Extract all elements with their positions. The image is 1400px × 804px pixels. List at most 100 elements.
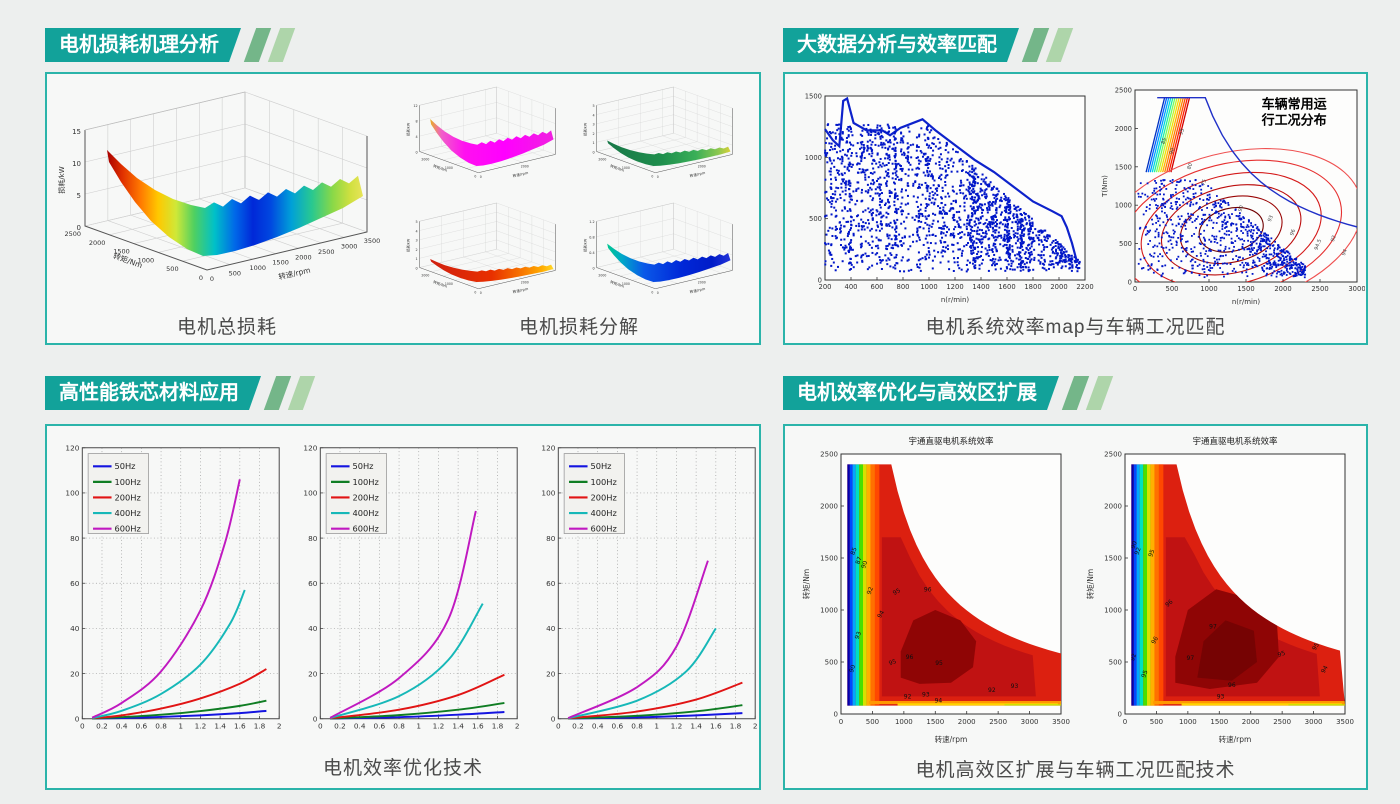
svg-text:10: 10 xyxy=(72,160,81,168)
svg-text:1000: 1000 xyxy=(805,154,822,162)
svg-text:1: 1 xyxy=(592,141,594,145)
svg-text:97: 97 xyxy=(1209,624,1217,631)
svg-text:1.4: 1.4 xyxy=(214,721,226,730)
total-loss-surface-chart: 0510150500100015002000250005001000150020… xyxy=(57,91,381,283)
section-header-motor-loss: 电机损耗机理分析 xyxy=(45,28,296,62)
svg-text:1.8: 1.8 xyxy=(254,721,266,730)
svg-text:500: 500 xyxy=(1109,659,1122,667)
svg-text:40: 40 xyxy=(70,624,80,633)
svg-text:0.4: 0.4 xyxy=(354,721,366,730)
svg-text:1500: 1500 xyxy=(272,259,289,267)
svg-text:80: 80 xyxy=(1186,162,1194,170)
caption-efficiency-optimization: 电机效率优化技术 xyxy=(322,758,483,779)
svg-text:1.2: 1.2 xyxy=(195,721,207,730)
svg-text:3500: 3500 xyxy=(364,237,381,245)
svg-text:损耗/kW: 损耗/kW xyxy=(57,166,66,193)
svg-text:3000: 3000 xyxy=(1305,718,1323,726)
svg-text:96: 96 xyxy=(1228,682,1236,689)
decorative-slash-icon xyxy=(1085,376,1114,410)
svg-text:1500: 1500 xyxy=(1210,718,1228,726)
svg-text:85: 85 xyxy=(849,546,858,556)
svg-text:4: 4 xyxy=(415,135,417,139)
svg-text:90: 90 xyxy=(860,560,869,570)
svg-text:1000: 1000 xyxy=(1104,607,1122,615)
svg-text:4: 4 xyxy=(592,113,594,117)
svg-text:2000: 2000 xyxy=(958,718,976,726)
svg-text:1.8: 1.8 xyxy=(730,721,742,730)
svg-text:2: 2 xyxy=(515,721,520,730)
svg-text:20: 20 xyxy=(70,669,80,678)
svg-text:80: 80 xyxy=(70,534,80,543)
svg-text:2000: 2000 xyxy=(1050,283,1067,291)
svg-text:0: 0 xyxy=(651,291,653,295)
svg-text:损耗/kW: 损耗/kW xyxy=(582,122,587,136)
svg-text:1500: 1500 xyxy=(820,555,838,563)
svg-text:0: 0 xyxy=(75,714,80,723)
svg-text:0: 0 xyxy=(657,291,659,295)
svg-text:500: 500 xyxy=(229,270,241,278)
svg-text:50Hz: 50Hz xyxy=(590,461,611,471)
iron-loss-surface-chart: 0 1 2 3 4 5 0 1000 2000 0 2000 转矩/Nm 转速/rpm 损耗/kW xyxy=(582,86,733,179)
svg-text:2000: 2000 xyxy=(698,281,706,285)
svg-text:120: 120 xyxy=(303,443,317,452)
svg-text:1500: 1500 xyxy=(1115,163,1132,171)
operating-points-scatter-chart: 200 400 600 800 1000 1200 1400 1600 1800 2000 2200… xyxy=(805,93,1094,305)
svg-text:75: 75 xyxy=(1200,179,1208,187)
copper-loss-surface-chart: 0 4 8 12 0 1000 2000 0 2000 转矩/Nm 转速/rpm 损耗/kW xyxy=(405,86,556,179)
svg-text:0: 0 xyxy=(480,175,482,179)
svg-text:100Hz: 100Hz xyxy=(114,477,140,487)
svg-text:1600: 1600 xyxy=(998,283,1015,291)
svg-text:0: 0 xyxy=(313,714,318,723)
svg-text:损耗/kW: 损耗/kW xyxy=(582,238,587,252)
svg-text:87: 87 xyxy=(854,556,863,566)
svg-text:1000: 1000 xyxy=(1115,202,1132,210)
section-title-motor-loss: 电机损耗机理分析 xyxy=(45,28,241,62)
svg-text:94: 94 xyxy=(1320,664,1330,674)
svg-text:1200: 1200 xyxy=(946,283,963,291)
svg-text:1000: 1000 xyxy=(138,256,155,264)
decorative-slash-icon xyxy=(287,376,316,410)
svg-text:95: 95 xyxy=(1140,669,1149,679)
svg-text:92: 92 xyxy=(866,586,875,596)
svg-text:1: 1 xyxy=(654,721,659,730)
svg-text:转矩/Nm: 转矩/Nm xyxy=(610,163,626,173)
panel-big-data: 200 400 600 800 1000 1200 1400 1600 1800 2000 2200… xyxy=(783,72,1368,345)
svg-text:0: 0 xyxy=(818,277,822,285)
svg-text:0: 0 xyxy=(592,150,594,154)
panel-efficiency: 宇通直驱电机系统效率 85 87 90 92 94 95 96 95 96 95 93 92 93 94 92… xyxy=(783,424,1368,790)
svg-text:92: 92 xyxy=(1129,652,1138,662)
svg-text:2000: 2000 xyxy=(421,274,429,278)
section-header-core-material: 高性能铁芯材料应用 xyxy=(45,376,316,410)
svg-text:1000: 1000 xyxy=(622,282,630,286)
svg-text:94: 94 xyxy=(876,609,886,619)
svg-text:1500: 1500 xyxy=(113,248,130,256)
svg-text:0: 0 xyxy=(657,175,659,179)
decorative-slash-icon xyxy=(263,376,292,410)
svg-text:0: 0 xyxy=(1123,718,1127,726)
svg-text:0: 0 xyxy=(1133,285,1137,293)
svg-text:95: 95 xyxy=(1277,650,1287,659)
decorative-slash-icon xyxy=(267,28,296,62)
svg-text:0: 0 xyxy=(480,291,482,295)
svg-text:92: 92 xyxy=(904,693,912,700)
svg-text:1.2: 1.2 xyxy=(433,721,445,730)
svg-text:200Hz: 200Hz xyxy=(114,492,140,502)
svg-text:转速/rpm: 转速/rpm xyxy=(277,265,311,282)
svg-text:1.4: 1.4 xyxy=(690,721,702,730)
svg-text:1.6: 1.6 xyxy=(472,721,484,730)
svg-text:96: 96 xyxy=(906,654,914,661)
svg-text:转矩/Nm: 转矩/Nm xyxy=(1085,569,1095,599)
svg-text:0: 0 xyxy=(592,266,594,270)
svg-text:600Hz: 600Hz xyxy=(352,524,378,534)
svg-text:宇通直驱电机系统效率: 宇通直驱电机系统效率 xyxy=(908,436,994,447)
section-title-efficiency: 电机效率优化与高效区扩展 xyxy=(783,376,1059,410)
svg-text:3500: 3500 xyxy=(1052,718,1070,726)
svg-text:1400: 1400 xyxy=(972,283,989,291)
svg-text:500: 500 xyxy=(1150,718,1163,726)
svg-text:200: 200 xyxy=(819,283,832,291)
svg-text:转速/rpm: 转速/rpm xyxy=(689,286,706,295)
svg-text:90: 90 xyxy=(848,664,857,674)
svg-text:60: 60 xyxy=(308,579,318,588)
svg-text:0.6: 0.6 xyxy=(374,721,386,730)
